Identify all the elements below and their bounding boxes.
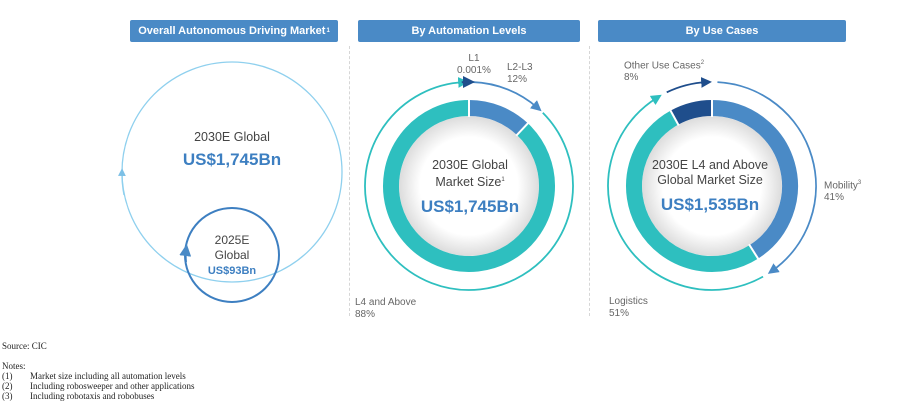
donut-slice-l2-l3 [468,100,528,136]
slice-name: Mobility [824,180,858,192]
market-2030-value: US$1,745Bn [182,150,282,169]
donut-center-disc [399,116,539,256]
slice-value: 41% [824,192,845,204]
note-number: (3) [2,391,13,401]
market-2025-label: 2025E Global US$93Bn [192,233,272,277]
slice-label-l1: L1 0.001% [457,53,491,77]
divider [349,46,350,316]
slice-label-other: Other Use Cases2 8% [624,57,704,84]
source-line: Source: CIC [2,341,47,351]
slice-arrow [472,81,542,112]
automation-levels-header-label: By Automation Levels [411,25,527,37]
donut-slice-logistics [626,110,759,272]
use-cases-center-line2: Global Market Size [657,173,763,187]
automation-center-label: 2030E Global Market Size1 US$1,745Bn [410,158,530,217]
note-text: Including robotaxis and robobuses [30,391,155,401]
slice-separator [515,121,530,137]
note-row: (3) Including robotaxis and robobuses [2,391,194,401]
slice-arrow [717,81,817,274]
slice-label-l2-l3: L2-L3 12% [507,62,533,86]
note-number: (1) [2,371,13,381]
slice-value: 51% [609,308,630,319]
note-number: (2) [2,381,13,391]
notes-title: Notes: [2,361,26,371]
divider [589,46,590,316]
donut-center-disc [642,116,782,256]
slice-value: 8% [624,72,639,84]
slice-arrow [607,94,764,291]
overall-market-header-label: Overall Autonomous Driving Market [138,25,326,37]
slice-name: L4 and Above [355,297,417,308]
use-cases-header: By Use Cases [598,20,846,42]
slice-separator [669,109,680,127]
use-cases-center-value: US$1,535Bn [660,195,760,214]
note-ref: 3 [857,180,862,186]
automation-levels-donut [364,76,574,291]
note-row: (1) Market size including all automation … [2,371,194,381]
slice-value: 12% [507,74,528,85]
use-cases-center-label: 2030E L4 and Above Global Market Size US… [640,158,780,215]
donut-slice-other-use-cases [670,100,713,125]
slice-name: L1 [468,53,480,64]
market-2030-title: 2030E Global [194,130,270,144]
note-row: (2) Including robosweeper and other appli… [2,381,194,391]
automation-levels-header: By Automation Levels [358,20,580,42]
automation-center-line2: Market Size [435,175,502,190]
slice-separator [748,243,760,260]
slice-name: L2-L3 [507,62,533,73]
market-2025-title-line1: 2025E [214,233,250,247]
note-text: Including robosweeper and other applicat… [30,381,195,391]
note-ref: 1 [501,177,505,183]
use-cases-donut [607,77,817,291]
automation-center-value: US$1,745Bn [420,197,520,217]
donut-slice-l4-and-above [383,100,555,272]
market-2025-value: US$93Bn [207,265,257,277]
note-ref: 1 [326,28,330,34]
slice-label-l4-above: L4 and Above 88% [355,297,416,321]
note-text: Market size including all automation lev… [30,371,186,381]
market-2030-label: 2030E Global US$1,745Bn [172,130,292,170]
slice-value: 0.001% [457,65,491,76]
overall-market-header: Overall Autonomous Driving Market 1 [130,20,338,42]
automation-center-line1: 2030E Global [432,158,508,172]
note-ref: 2 [700,60,705,66]
slice-label-logistics: Logistics 51% [609,296,648,320]
market-2030-arrow [118,168,126,196]
slice-label-mobility: Mobility3 41% [824,177,861,204]
use-cases-center-line1: 2030E L4 and Above [651,158,769,172]
overall-market-circles [118,61,343,303]
use-cases-header-label: By Use Cases [685,25,759,37]
slice-name: Logistics [609,296,648,307]
slice-arrow [666,77,712,94]
donut-slice-mobility [711,100,798,259]
slice-value: 88% [355,309,376,320]
slice-name: Other Use Cases [624,60,701,72]
slice-arrow [364,77,574,291]
market-2025-title-line2: Global [214,248,250,262]
notes-block: Notes: (1) Market size including all auto… [2,361,194,401]
